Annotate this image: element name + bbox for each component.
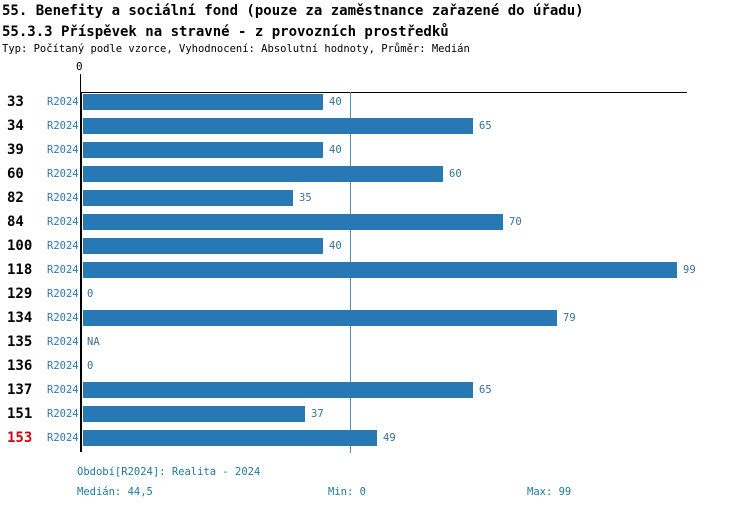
row-series-label: R2024 [47, 264, 79, 276]
row-bar [83, 238, 323, 254]
chart-row: 153 R2024 49 [0, 426, 750, 450]
row-value-label: 65 [479, 120, 492, 132]
chart-row: 60 R2024 60 [0, 162, 750, 186]
row-series-label: R2024 [47, 408, 79, 420]
row-category-label: 33 [7, 94, 24, 110]
chart-row: 134 R2024 79 [0, 306, 750, 330]
row-series-label: R2024 [47, 432, 79, 444]
row-series-label: R2024 [47, 336, 79, 348]
chart-row: 33 R2024 40 [0, 90, 750, 114]
row-bar [83, 166, 443, 182]
row-value-label: 79 [563, 312, 576, 324]
row-series-label: R2024 [47, 168, 79, 180]
row-bar [83, 190, 293, 206]
row-category-label: 137 [7, 382, 33, 398]
row-category-label: 134 [7, 310, 33, 326]
y-axis-line [80, 92, 82, 452]
row-value-label: 40 [329, 240, 342, 252]
footer-min: Min: 0 [328, 486, 366, 498]
row-value-label: 37 [311, 408, 324, 420]
row-category-label: 60 [7, 166, 24, 182]
row-category-label: 153 [7, 430, 33, 446]
row-bar [83, 430, 377, 446]
row-category-label: 129 [7, 286, 33, 302]
row-value-label: 35 [299, 192, 312, 204]
footer-median: Medián: 44,5 [77, 486, 153, 498]
row-category-label: 151 [7, 406, 33, 422]
chart-row: 129 R2024 0 [0, 282, 750, 306]
row-bar [83, 214, 503, 230]
row-category-label: 135 [7, 334, 33, 350]
chart-row: 137 R2024 65 [0, 378, 750, 402]
row-category-label: 100 [7, 238, 33, 254]
row-series-label: R2024 [47, 240, 79, 252]
chart-row: 100 R2024 40 [0, 234, 750, 258]
row-value-label: 65 [479, 384, 492, 396]
row-value-label: 60 [449, 168, 462, 180]
chart-row: 82 R2024 35 [0, 186, 750, 210]
row-category-label: 118 [7, 262, 33, 278]
row-series-label: R2024 [47, 96, 79, 108]
row-value-label: 0 [87, 288, 94, 300]
row-value-label: NA [87, 336, 100, 348]
row-series-label: R2024 [47, 288, 79, 300]
page-subtitle: 55.3.3 Příspěvek na stravné - z provozní… [2, 24, 449, 40]
row-bar [83, 94, 323, 110]
row-series-label: R2024 [47, 192, 79, 204]
row-category-label: 136 [7, 358, 33, 374]
page-title: 55. Benefity a sociální fond (pouze za z… [2, 3, 584, 19]
row-bar [83, 118, 473, 134]
row-bar [83, 382, 473, 398]
row-series-label: R2024 [47, 144, 79, 156]
row-value-label: 0 [87, 360, 94, 372]
row-category-label: 39 [7, 142, 24, 158]
chart-row: 34 R2024 65 [0, 114, 750, 138]
row-bar [83, 406, 305, 422]
row-value-label: 99 [683, 264, 696, 276]
footer-max: Max: 99 [527, 486, 572, 498]
row-value-label: 49 [383, 432, 396, 444]
chart-row: 136 R2024 0 [0, 354, 750, 378]
row-value-label: 40 [329, 96, 342, 108]
x-axis-tick-label-0: 0 [76, 60, 83, 73]
chart-row: 151 R2024 37 [0, 402, 750, 426]
row-value-label: 40 [329, 144, 342, 156]
chart-meta: Typ: Počítaný podle vzorce, Vyhodnocení:… [2, 43, 470, 55]
row-series-label: R2024 [47, 384, 79, 396]
row-category-label: 84 [7, 214, 24, 230]
x-axis-line [80, 92, 687, 93]
row-bar [83, 262, 677, 278]
row-value-label: 70 [509, 216, 522, 228]
chart-rows: 33 R2024 40 34 R2024 65 39 R2024 40 60 R… [0, 90, 750, 450]
row-series-label: R2024 [47, 312, 79, 324]
row-category-label: 34 [7, 118, 24, 134]
row-series-label: R2024 [47, 216, 79, 228]
row-bar [83, 142, 323, 158]
chart-row: 84 R2024 70 [0, 210, 750, 234]
x-axis-tick-mark [80, 74, 81, 92]
footer-period: Období[R2024]: Realita - 2024 [77, 466, 261, 478]
chart-row: 39 R2024 40 [0, 138, 750, 162]
row-bar [83, 310, 557, 326]
row-series-label: R2024 [47, 360, 79, 372]
row-series-label: R2024 [47, 120, 79, 132]
chart-row: 118 R2024 99 [0, 258, 750, 282]
row-category-label: 82 [7, 190, 24, 206]
chart-row: 135 R2024 NA [0, 330, 750, 354]
